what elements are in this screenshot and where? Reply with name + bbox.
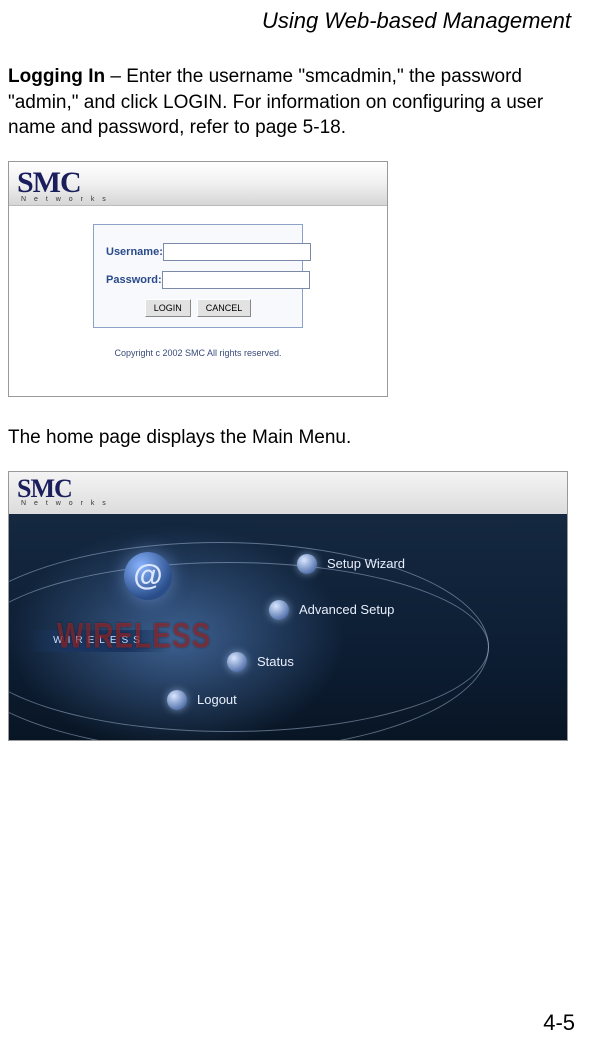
after-login-text: The home page displays the Main Menu. [8, 425, 591, 451]
login-header-bar: SMC N e t w o r k s [9, 162, 387, 206]
smc-logo-sub-2: N e t w o r k s [21, 500, 109, 507]
username-label: Username: [106, 246, 163, 258]
node-dot-icon [167, 690, 187, 710]
login-screenshot: SMC N e t w o r k s Username: Password: … [8, 161, 388, 397]
page-number: 4-5 [543, 1010, 575, 1036]
username-input[interactable] [163, 243, 311, 261]
login-body: Username: Password: LOGIN CANCEL Copyrig… [9, 206, 387, 396]
smc-logo-2: SMC N e t w o r k s [17, 474, 559, 507]
login-form: Username: Password: LOGIN CANCEL [93, 224, 303, 328]
menu-item-label: Setup Wizard [327, 556, 405, 571]
mainmenu-header-bar: SMC N e t w o r k s [9, 472, 567, 514]
menu-item-setup-wizard[interactable]: Setup Wizard [297, 554, 405, 574]
menu-item-label: Status [257, 654, 294, 669]
menu-item-label: Advanced Setup [299, 602, 394, 617]
smc-logo-text: SMC [17, 166, 109, 200]
mainmenu-screenshot: SMC N e t w o r k s @ WIRELESS WIRELESS … [8, 471, 568, 741]
cancel-button[interactable]: CANCEL [197, 299, 252, 317]
password-input[interactable] [162, 271, 310, 289]
copyright-text: Copyright c 2002 SMC All rights reserved… [9, 348, 387, 358]
menu-item-advanced-setup[interactable]: Advanced Setup [269, 600, 394, 620]
intro-paragraph: Logging In – Enter the username "smcadmi… [8, 64, 591, 141]
button-row: LOGIN CANCEL [106, 299, 290, 317]
intro-bold: Logging In [8, 66, 105, 87]
password-label: Password: [106, 274, 162, 286]
menu-item-label: Logout [197, 692, 237, 707]
smc-logo: SMC N e t w o r k s [17, 166, 379, 203]
menu-item-status[interactable]: Status [227, 652, 294, 672]
login-button[interactable]: LOGIN [145, 299, 191, 317]
at-sign-icon: @ [124, 552, 172, 600]
page-header-title: Using Web-based Management [8, 8, 591, 34]
password-row: Password: [106, 271, 290, 289]
smc-logo-sub: N e t w o r k s [21, 196, 109, 203]
username-row: Username: [106, 243, 290, 261]
node-dot-icon [269, 600, 289, 620]
node-dot-icon [227, 652, 247, 672]
node-dot-icon [297, 554, 317, 574]
menu-item-logout[interactable]: Logout [167, 690, 237, 710]
wireless-band: WIRELESS WIRELESS [29, 622, 229, 666]
wireless-big-text: WIRELESS [57, 616, 211, 656]
